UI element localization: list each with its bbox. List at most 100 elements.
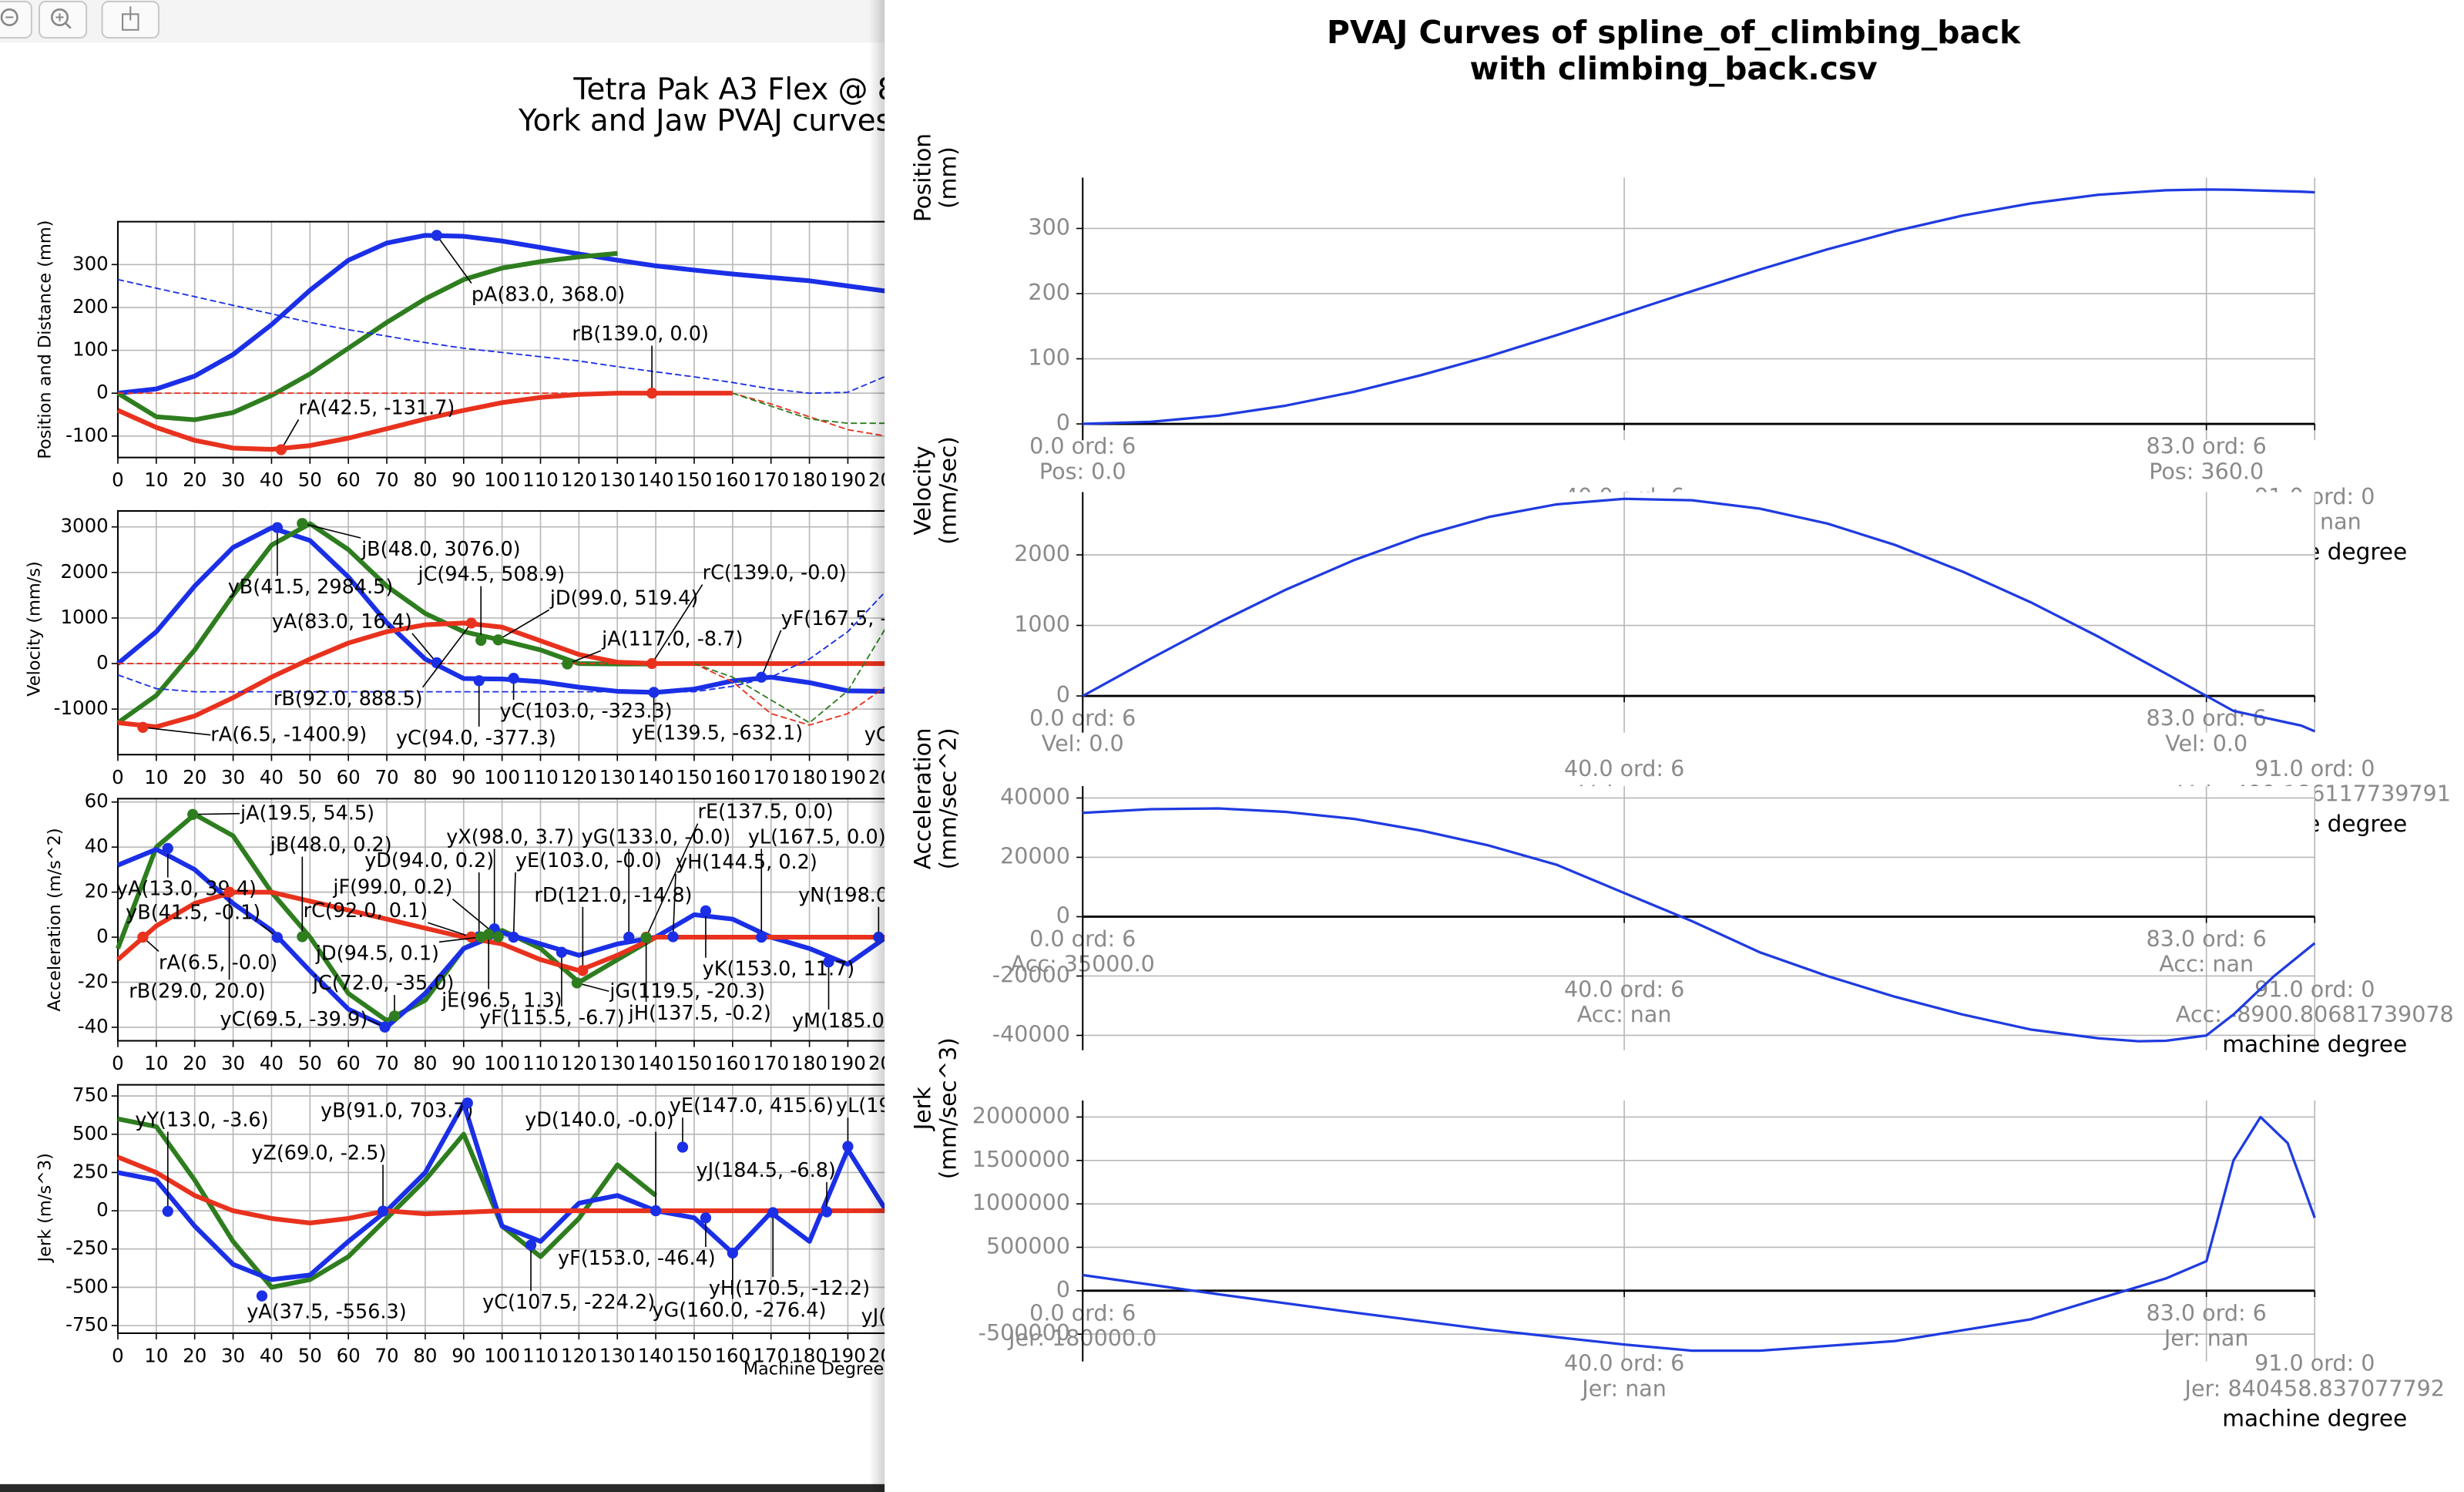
series-line [116, 1154, 885, 1226]
x-tick-label: 190 [830, 766, 866, 788]
left-title-line: Tetra Pak A3 Flex @ 8 [572, 72, 896, 107]
annotation-point [700, 905, 712, 917]
x-tick-label: 190 [830, 1345, 866, 1367]
x-tick-label: 40.0 ord: 6 [1564, 976, 1684, 1002]
y-tick-label: -40 [78, 1015, 109, 1037]
series-line [1083, 188, 2315, 425]
annotation-point [462, 1097, 473, 1109]
x-tick-label: 30 [221, 1052, 245, 1074]
annotation-point [646, 388, 658, 399]
x-tick-label: 180 [791, 766, 827, 788]
x-tick-label: 80 [413, 1052, 437, 1074]
x-tick-label: 150 [676, 766, 713, 788]
annotation-label: yC(94.0, -377.3) [396, 727, 556, 750]
series-line [117, 278, 885, 395]
x-tick-label: 180 [791, 1345, 827, 1367]
y-tick-label: 1000000 [972, 1189, 1070, 1215]
y-tick-label: 2000 [60, 560, 108, 583]
axes-bg [1083, 492, 2315, 733]
y-axis-label: (mm/sec^2) [935, 728, 961, 869]
x-tick-label: 83.0 ord: 6 [2147, 433, 2267, 459]
series-line [1083, 807, 2316, 1043]
zoom-out-button[interactable] [0, 1, 32, 39]
annotation-label: yE(103.0, -0.0) [515, 849, 662, 872]
annotation-label: jC(94.5, 508.9) [418, 563, 566, 586]
annotation-label: yE(139.5, -632.1) [632, 722, 803, 745]
annotation-label: jB(48.0, 3076.0) [361, 538, 521, 561]
x-axis-label: Machine Degrees [744, 1359, 893, 1379]
left-window-bg [0, 0, 885, 1492]
annotation-point [137, 931, 149, 943]
series-line [116, 812, 657, 1023]
annotation-point [162, 1205, 173, 1217]
y-tick-label: 0 [1056, 902, 1070, 928]
series-line [117, 663, 885, 726]
annotation-arrow [651, 584, 703, 664]
annotation-label: yL(167.5, 0.0) [748, 825, 886, 848]
x-tick-label: 150 [676, 1345, 713, 1367]
x-tick-label: 170 [753, 1345, 789, 1367]
x-tick-label: 90 [452, 469, 475, 491]
x-tick-label: 40 [260, 766, 284, 788]
x-tick-label: 40.0 ord: 6 [1564, 1350, 1684, 1376]
annotation-label: rB(139.0, 0.0) [572, 323, 709, 346]
x-tick-label: 50 [298, 469, 322, 491]
share-button[interactable] [101, 1, 160, 39]
annotation-label: jA(117.0, -8.7) [601, 627, 743, 650]
annotation-label: rC(92.0, 0.1) [304, 899, 428, 922]
annotation-point [623, 931, 635, 943]
annotation-arrow [567, 650, 602, 665]
x-tick-label: 100 [484, 1345, 520, 1367]
x-tick-label: 80 [413, 1345, 437, 1367]
annotation-label: pA(83.0, 368.0) [472, 284, 625, 307]
annotation-label: jC(72.0, -35.0) [312, 972, 455, 995]
annotation-label: rB(92.0, 888.5) [274, 687, 423, 711]
y-tick-label: 200 [72, 295, 109, 318]
x-tick-label: 190 [830, 1052, 866, 1074]
y-axis-label: (mm/sec) [935, 436, 961, 544]
x-tick-label: Vel: 0.0 [1042, 730, 1124, 756]
series-line [116, 250, 618, 422]
annotation-label: yB(91.0, 703.7) [321, 1099, 473, 1122]
annotation-point [137, 721, 149, 733]
annotation-point [508, 672, 519, 684]
x-tick-label: 60 [337, 1052, 361, 1074]
annotation-label: jF(99.0, 0.2) [332, 876, 452, 899]
annotation-arrow [302, 523, 361, 539]
annotation-label: yG(133.0, -0.0) [582, 825, 731, 848]
annotation-label: yA(13.0, 39.4) [116, 878, 257, 901]
annotation-point [388, 1010, 401, 1022]
y-tick-label: -500 [65, 1275, 109, 1297]
annotation-point [767, 1207, 779, 1218]
x-tick-label: Pos: 360.0 [2149, 458, 2264, 484]
annotation-label: yG(160.0, -276.4) [652, 1299, 826, 1322]
y-tick-label: 2000 [1014, 540, 1070, 566]
x-tick-label: 60 [337, 766, 361, 788]
x-tick-label: 50 [298, 1345, 322, 1367]
annotation-arrow [576, 982, 609, 993]
y-tick-label: -1000 [54, 697, 109, 719]
y-tick-label: -750 [65, 1313, 109, 1336]
annotation-point [297, 931, 308, 943]
y-tick-label: 0 [1056, 409, 1070, 435]
y-tick-label: -100 [65, 424, 109, 446]
x-tick-label: 91.0 ord: 0 [2254, 976, 2375, 1002]
annotation-label: yC(107.5, -224.2) [482, 1291, 655, 1314]
axes-bg [1083, 786, 2315, 1050]
annotation-label: jB(48.0, 0.2) [270, 834, 392, 857]
axes-frame [116, 1084, 885, 1334]
annotation-label: yZ(69.0, -2.5) [251, 1141, 386, 1164]
x-tick-label: 60 [337, 1345, 361, 1367]
annotation-point [577, 965, 589, 976]
x-tick-label: 40 [260, 1052, 284, 1074]
x-tick-label: 83.0 ord: 6 [2147, 926, 2267, 952]
annotation-point [525, 1239, 537, 1251]
y-tick-label: 200 [1028, 279, 1069, 305]
x-tick-label: Vel: 0.0 [2165, 730, 2247, 756]
y-tick-label: 40 [85, 835, 109, 857]
zoom-in-button[interactable] [38, 1, 88, 39]
annotation-label: rA(6.5, -0.0) [159, 952, 277, 975]
x-tick-label: 60 [337, 469, 361, 491]
annotation-point [297, 518, 308, 529]
